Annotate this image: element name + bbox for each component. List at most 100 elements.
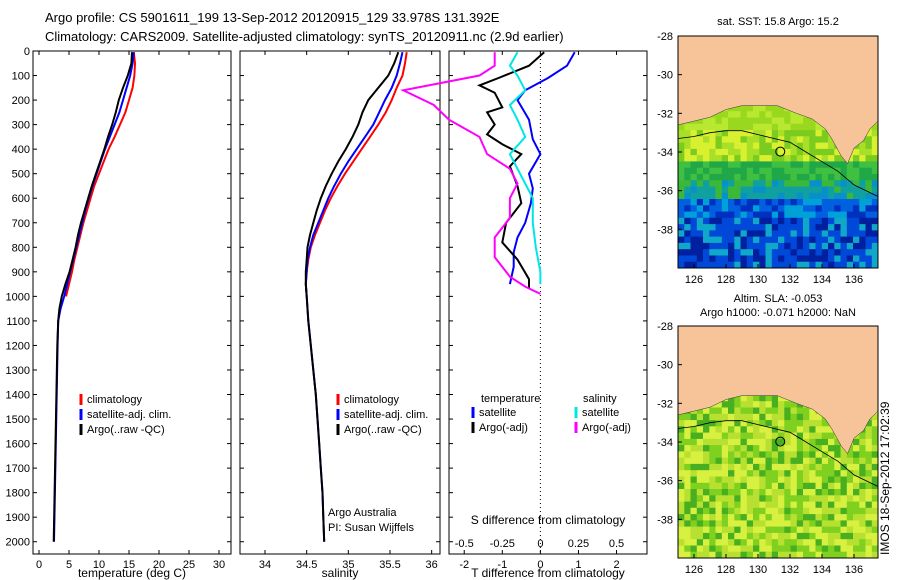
- x-tick-label: 34.5: [296, 559, 317, 571]
- x-tick-label: 1: [575, 559, 581, 571]
- s-tick-label: 0.25: [568, 538, 589, 550]
- x-tick-label: 2: [613, 559, 619, 571]
- depth-tick-label: 700: [12, 218, 30, 230]
- depth-tick-label: 1200: [6, 340, 30, 352]
- difference-series-1: [476, 51, 545, 289]
- depth-tick-label: 1400: [6, 390, 30, 402]
- depth-tick-label: 1700: [6, 463, 30, 475]
- sst-map-contour: [678, 130, 878, 197]
- argo-position-marker: [775, 436, 786, 447]
- depth-tick-label: 1600: [6, 439, 30, 451]
- depth-tick-label: 200: [12, 95, 30, 107]
- lat-tick-label: -32: [657, 398, 673, 410]
- difference-series-2: [508, 51, 542, 285]
- depth-tick-label: 0: [24, 46, 30, 58]
- sla-map-map-field: [678, 326, 878, 558]
- temperature-panel: [32, 50, 232, 555]
- lat-tick-label: -38: [657, 514, 673, 526]
- depth-tick-label: 2000: [6, 537, 30, 549]
- t-diff-axis-label: T difference from climatology: [471, 566, 625, 580]
- x-tick-label: 36: [426, 559, 438, 571]
- lon-tick-label: 130: [749, 274, 767, 286]
- legend-s-satellite: satellite: [582, 407, 619, 419]
- legend-climatology: climatology: [87, 394, 143, 406]
- s-tick-label: -0.25: [490, 538, 515, 550]
- sla-map-land: [678, 326, 878, 455]
- x-tick-label: 30: [213, 559, 225, 571]
- profile-title: Argo profile: CS 5901611_199 13-Sep-2012…: [45, 10, 500, 25]
- x-tick-label: 34: [259, 559, 271, 571]
- s-tick-label: 0: [537, 538, 543, 550]
- x-tick-label: -2: [459, 559, 469, 571]
- lat-tick-label: -28: [657, 321, 673, 333]
- temperature-series-0: [65, 52, 137, 297]
- depth-tick-label: 1900: [6, 512, 30, 524]
- climatology-subtitle: Climatology: CARS2009. Satellite-adjuste…: [45, 29, 564, 44]
- legend-climatology: climatology: [344, 394, 400, 406]
- x-tick-label: 5: [66, 559, 72, 571]
- temperature-axis-label: temperature (deg C): [78, 566, 186, 580]
- depth-tick-label: 600: [12, 193, 30, 205]
- lon-tick-label: 136: [845, 274, 863, 286]
- sla-map-contour: [678, 420, 878, 487]
- x-tick-label: 10: [93, 559, 105, 571]
- lat-tick-label: -32: [657, 108, 673, 120]
- x-tick-label: 35: [342, 559, 354, 571]
- depth-tick-label: 1100: [6, 316, 30, 328]
- argo-position-marker: [775, 146, 786, 157]
- legend-t-argo: Argo(-adj): [479, 422, 528, 434]
- legend-s-argo: Argo(-adj): [582, 422, 631, 434]
- depth-tick-label: 800: [12, 242, 30, 254]
- legend-satellite-adj: satellite-adj. clim.: [87, 409, 171, 421]
- temperature-series-2: [52, 52, 133, 542]
- sst-map-map-field: [678, 36, 878, 268]
- depth-tick-label: 900: [12, 267, 30, 279]
- x-tick-label: 35.5: [379, 559, 400, 571]
- s-tick-label: -0.5: [455, 538, 474, 550]
- x-tick-label: 25: [183, 559, 195, 571]
- legend-salinity-header: salinity: [583, 393, 617, 405]
- depth-tick-label: 100: [12, 71, 30, 83]
- difference-panel: [448, 50, 648, 555]
- x-tick-label: 0: [36, 559, 42, 571]
- s-diff-axis-label: S difference from climatology: [471, 513, 626, 527]
- argo-australia-label: Argo Australia: [328, 507, 397, 519]
- sst-title: sat. SST: 15.8 Argo: 15.2: [717, 16, 839, 28]
- lat-tick-label: -34: [657, 437, 673, 449]
- depth-tick-label: 500: [12, 169, 30, 181]
- lat-tick-label: -34: [657, 147, 673, 159]
- depth-tick-label: 1300: [6, 365, 30, 377]
- lon-tick-label: 128: [717, 274, 735, 286]
- lon-tick-label: 126: [685, 274, 703, 286]
- x-tick-label: -1: [497, 559, 507, 571]
- lat-tick-label: -30: [657, 360, 673, 372]
- lat-tick-label: -36: [657, 186, 673, 198]
- lat-tick-label: -30: [657, 70, 673, 82]
- lon-tick-label: 126: [685, 564, 703, 576]
- lon-tick-label: 134: [813, 564, 831, 576]
- legend-t-satellite: satellite: [479, 407, 516, 419]
- lon-tick-label: 132: [781, 564, 799, 576]
- salinity-axis-label: salinity: [322, 566, 359, 580]
- sla-title: Altim. SLA: -0.053: [734, 293, 823, 305]
- x-tick-label: 20: [153, 559, 165, 571]
- sla-subtitle: Argo h1000: -0.071 h2000: NaN: [700, 307, 856, 319]
- depth-tick-label: 1000: [6, 291, 30, 303]
- lon-tick-label: 134: [813, 274, 831, 286]
- depth-tick-label: 1800: [6, 488, 30, 500]
- x-tick-label: 0: [537, 559, 543, 571]
- depth-tick-label: 400: [12, 144, 30, 156]
- pi-label: PI: Susan Wijffels: [328, 522, 414, 534]
- depth-tick-label: 300: [12, 120, 30, 132]
- salinity-series-2: [304, 51, 400, 542]
- legend-argo: Argo(..raw -QC): [87, 424, 165, 436]
- lat-tick-label: -36: [657, 476, 673, 488]
- lon-tick-label: 128: [717, 564, 735, 576]
- sst-map-land: [678, 36, 878, 165]
- difference-series-3: [400, 52, 541, 295]
- lat-tick-label: -28: [657, 31, 673, 43]
- legend-temperature-header: temperature: [481, 393, 540, 405]
- x-tick-label: 15: [123, 559, 135, 571]
- lon-tick-label: 132: [781, 274, 799, 286]
